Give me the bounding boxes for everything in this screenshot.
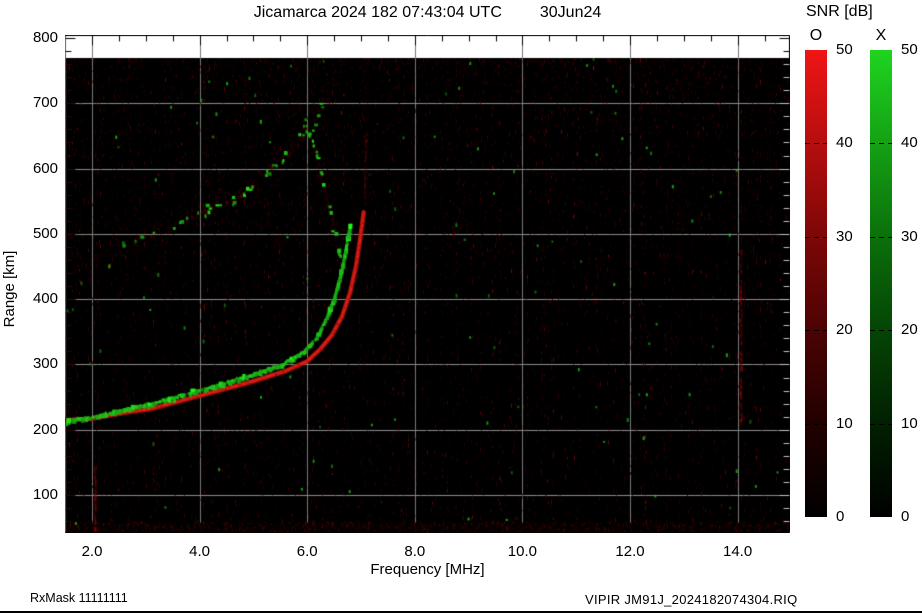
colorbar-title: SNR [dB] xyxy=(806,3,873,20)
x-colorbar-tick-label: 50 xyxy=(901,41,918,58)
y-tick-label: 500 xyxy=(32,224,58,242)
o-colorbar-tick-label: 30 xyxy=(836,227,853,245)
bottom-divider xyxy=(0,611,922,613)
x-colorbar-tick-label: 10 xyxy=(901,414,918,432)
x-tick-label: 10.0 xyxy=(507,543,537,560)
o-colorbar-tick-label: 0 xyxy=(836,508,845,525)
x-tick-label: 6.0 xyxy=(296,543,318,560)
rx-mask-label: RxMask 11111111 xyxy=(30,591,128,605)
ionogram-plot xyxy=(65,35,790,533)
o-colorbar-tick-label: 50 xyxy=(836,41,853,58)
x-mode-label: X xyxy=(875,27,887,44)
x-tick-label: 12.0 xyxy=(615,543,645,560)
x-colorbar-tick-label: 40 xyxy=(901,134,918,152)
colorbar-tick-dash xyxy=(805,330,827,332)
y-tick-label: 200 xyxy=(32,420,58,438)
o-mode-colorbar xyxy=(805,50,827,517)
y-axis-title: Range [km] xyxy=(1,250,18,328)
x-mode-colorbar xyxy=(870,50,892,517)
colorbar-tick-dash xyxy=(870,143,892,145)
x-tick-label: 2.0 xyxy=(81,543,103,560)
colorbar-tick-dash xyxy=(870,423,892,425)
x-colorbar-tick-label: 30 xyxy=(901,227,918,245)
colorbar-tick-dash xyxy=(805,236,827,238)
y-tick-label: 800 xyxy=(32,29,58,46)
x-tick-label: 14.0 xyxy=(722,543,753,560)
o-mode-label: O xyxy=(809,27,823,44)
x-axis-title: Frequency [MHz] xyxy=(370,561,485,578)
x-tick-label: 8.0 xyxy=(404,543,426,560)
y-tick-label: 600 xyxy=(32,159,58,177)
y-tick-label: 700 xyxy=(32,94,58,112)
file-name-label: VIPIR JM91J_2024182074304.RIQ xyxy=(585,592,798,607)
y-tick-label: 300 xyxy=(32,355,58,373)
o-colorbar-tick-label: 40 xyxy=(836,134,853,152)
x-tick-label: 4.0 xyxy=(189,543,211,560)
o-colorbar-tick-label: 10 xyxy=(836,414,853,432)
x-colorbar-tick-label: 20 xyxy=(901,321,918,339)
colorbar-tick-dash xyxy=(870,330,892,332)
title-date: 30Jun24 xyxy=(539,4,602,21)
colorbar-tick-dash xyxy=(805,143,827,145)
o-colorbar-tick-label: 20 xyxy=(836,321,853,339)
colorbar-tick-dash xyxy=(870,236,892,238)
y-tick-label: 400 xyxy=(32,290,58,308)
y-tick-label: 100 xyxy=(32,486,58,504)
colorbar-tick-dash xyxy=(805,423,827,425)
x-colorbar-tick-label: 0 xyxy=(901,508,910,525)
title-text: Jicamarca 2024 182 07:43:04 UTC xyxy=(253,4,502,21)
plot-title: Jicamarca 2024 182 07:43:04 UTC 30Jun24 xyxy=(65,4,790,22)
